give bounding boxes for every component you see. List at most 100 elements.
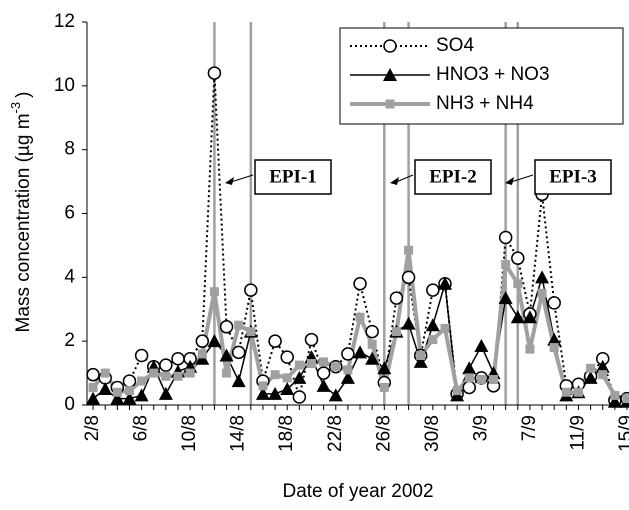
marker <box>186 369 195 378</box>
marker <box>440 324 449 333</box>
marker <box>386 100 395 109</box>
marker <box>427 284 439 296</box>
marker <box>232 374 246 387</box>
x-tick-label: 30/8 <box>422 415 443 452</box>
marker <box>234 321 243 330</box>
marker <box>465 373 474 382</box>
marker <box>89 383 98 392</box>
marker <box>283 373 292 382</box>
marker <box>535 270 549 283</box>
annotation-arrow <box>511 175 533 182</box>
marker <box>246 327 255 336</box>
marker <box>271 370 280 379</box>
marker <box>160 359 172 371</box>
marker <box>329 388 343 401</box>
marker <box>500 231 512 243</box>
series-line <box>93 277 627 401</box>
marker <box>86 392 100 405</box>
marker <box>136 350 148 362</box>
y-axis-title-sup: -3 <box>8 102 23 114</box>
marker <box>172 353 184 365</box>
marker <box>390 292 402 304</box>
marker <box>295 361 304 370</box>
marker <box>233 346 245 358</box>
marker <box>125 386 134 395</box>
marker <box>562 388 571 397</box>
x-tick-label: 10/8 <box>179 415 200 452</box>
annotation-arrowhead <box>225 177 234 185</box>
x-tick-label: 11/9 <box>567 415 588 451</box>
marker <box>550 343 559 352</box>
marker <box>174 372 183 381</box>
y-tick-label: 4 <box>64 266 75 287</box>
marker <box>269 335 281 347</box>
y-tick-label: 2 <box>64 330 75 351</box>
marker <box>113 388 122 397</box>
x-axis-title: Date of year 2002 <box>282 481 433 502</box>
marker <box>208 67 220 79</box>
x-tick-label: 22/8 <box>325 415 346 452</box>
marker <box>305 334 317 346</box>
x-tick-label: 2/8 <box>82 415 103 441</box>
legend-label: NH3 + NH4 <box>436 93 534 114</box>
marker <box>392 327 401 336</box>
marker <box>598 370 607 379</box>
annotation-text: EPI-1 <box>269 166 317 187</box>
x-tick-label: 7/9 <box>519 415 540 441</box>
marker <box>198 349 207 358</box>
marker <box>149 369 158 378</box>
marker <box>426 318 440 331</box>
marker <box>525 345 534 354</box>
legend-label: HNO3 + NO3 <box>436 64 550 85</box>
marker <box>416 351 425 360</box>
marker <box>462 361 476 374</box>
x-tick-label: 15/9 <box>616 415 629 452</box>
marker <box>489 375 498 384</box>
x-tick-label: 14/8 <box>228 415 249 452</box>
marker <box>463 381 475 393</box>
marker <box>474 339 488 352</box>
marker <box>123 375 135 387</box>
legend-label: SO4 <box>436 35 474 56</box>
marker <box>501 260 510 269</box>
marker <box>402 317 416 330</box>
marker <box>331 362 340 371</box>
x-tick-label: 26/8 <box>373 415 394 452</box>
marker <box>319 357 328 366</box>
y-tick-label: 8 <box>64 139 75 160</box>
y-axis-title-main: Mass concentration (µg m <box>13 113 34 332</box>
marker <box>574 388 583 397</box>
annotation-arrowhead <box>390 177 399 185</box>
annotation-text: EPI-3 <box>549 166 597 187</box>
marker <box>342 348 354 360</box>
marker <box>135 388 149 401</box>
y-tick-label: 0 <box>64 394 75 415</box>
marker <box>343 365 352 374</box>
marker <box>101 369 110 378</box>
marker <box>477 375 486 384</box>
legend: SO4 HNO3 + NO3 NH3 + NH4 <box>340 28 623 124</box>
marker <box>245 284 257 296</box>
y-tick-label: 6 <box>64 203 75 224</box>
marker <box>586 364 595 373</box>
marker <box>318 367 330 379</box>
marker <box>366 326 378 338</box>
x-tick-label: 18/8 <box>276 415 297 452</box>
marker <box>403 271 415 283</box>
marker <box>210 287 219 296</box>
marker <box>354 278 366 290</box>
marker <box>538 289 547 298</box>
y-tick-label: 10 <box>54 75 75 96</box>
marker <box>428 335 437 344</box>
marker <box>384 40 396 52</box>
marker <box>221 321 233 333</box>
marker <box>610 391 619 400</box>
marker <box>161 372 170 381</box>
marker <box>281 351 293 363</box>
x-tick-label: 3/9 <box>470 415 491 441</box>
marker <box>356 313 365 322</box>
marker <box>548 297 560 309</box>
marker <box>512 252 524 264</box>
marker <box>380 383 389 392</box>
